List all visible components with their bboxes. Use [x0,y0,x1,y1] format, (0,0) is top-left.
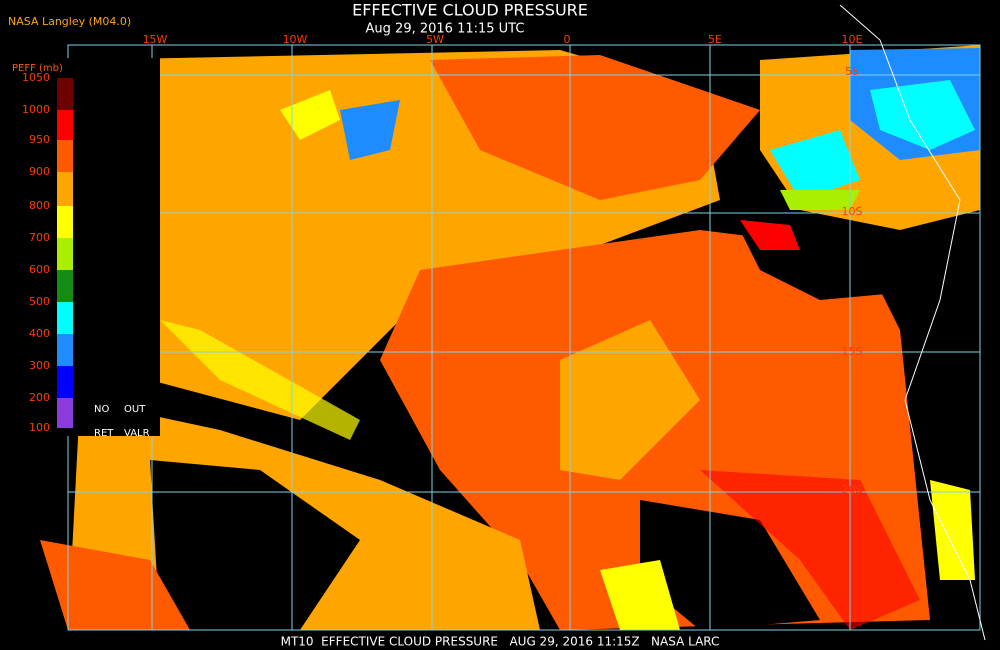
colorbar-tick-label: 500 [29,295,50,308]
colorbar-tick-label: 950 [29,133,50,146]
coastline [839,4,986,641]
legend-note: NO [94,404,109,415]
colorbar-segment [57,398,73,428]
title: EFFECTIVE CLOUD PRESSURE [352,1,588,20]
colorbar-tick-label: 1050 [22,71,50,84]
longitude-label: 5W [426,33,444,46]
colorbar-tick-label: 1000 [22,103,50,116]
source-label: NASA Langley (M04.0) [8,15,131,28]
legend-note: OUT [124,404,146,415]
colorbar-segment [57,172,73,206]
legend-note: VALR [124,428,150,439]
colorbar-segment [57,366,73,398]
graticule [67,44,981,631]
colorbar-segment [57,206,73,238]
colorbar-tick-label: 700 [29,231,50,244]
cloud-field [40,45,980,630]
colorbar-tick-label: 400 [29,327,50,340]
colorbar: 1050 1000 950 900 800 700 600 500 400 300 200 100 [22,71,73,434]
colorbar-segment [57,334,73,366]
longitude-label: 10W [283,33,308,46]
colorbar-tick-label: 300 [29,359,50,372]
longitude-labels: 15W 10W 5W 0 5E 10E [143,33,863,46]
colorbar-segment [57,110,73,140]
colorbar-tick-label: 900 [29,165,50,178]
legend-panel [0,58,160,436]
latitude-label: 20S [842,483,863,496]
colorbar-tick-label: 200 [29,391,50,404]
longitude-label: 0 [564,33,571,46]
footer: MT10 EFFECTIVE CLOUD PRESSURE AUG 29, 20… [281,635,720,649]
longitude-label: 5E [708,33,722,46]
legend-note: RET [94,428,114,439]
colorbar-title: PEFF (mb) [12,63,63,74]
subtitle: Aug 29, 2016 11:15 UTC [366,22,525,37]
colorbar-segment [57,78,73,110]
colorbar-segment [57,238,73,270]
colorbar-segment [57,302,73,334]
colorbar-segment [57,140,73,172]
latitude-label: 15S [842,345,863,358]
latitude-labels: 5S 10S 15S 20S [842,65,863,496]
longitude-label: 15W [143,33,168,46]
colorbar-tick-label: 800 [29,199,50,212]
latitude-label: 10S [842,205,863,218]
colorbar-segment [57,270,73,302]
latitude-label: 5S [845,65,859,78]
colorbar-tick-label: 600 [29,263,50,276]
colorbar-tick-label: 100 [29,421,50,434]
longitude-label: 10E [842,33,863,46]
